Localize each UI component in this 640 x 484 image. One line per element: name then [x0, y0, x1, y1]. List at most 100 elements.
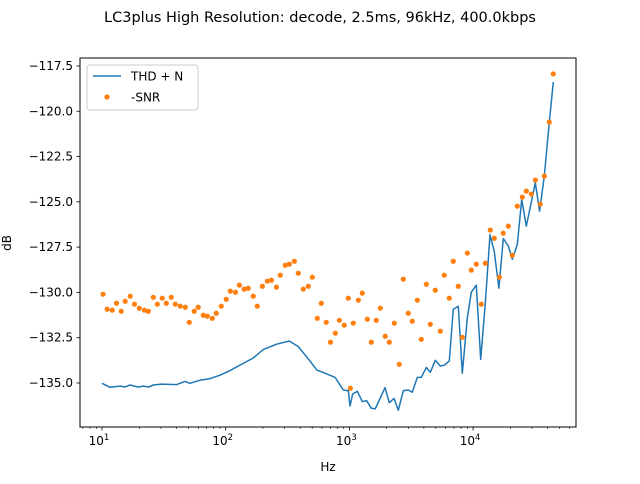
x-tick-label: 104: [460, 433, 481, 448]
data-point-snr: [432, 287, 438, 293]
data-point-snr: [309, 274, 315, 280]
data-point-snr: [341, 322, 347, 328]
data-point-snr: [318, 300, 324, 306]
data-point-snr: [537, 201, 543, 207]
data-point-snr: [400, 276, 406, 282]
data-point-snr: [218, 303, 224, 309]
data-point-snr: [305, 283, 311, 289]
data-point-snr: [213, 310, 219, 316]
data-point-snr: [468, 267, 474, 273]
data-point-snr: [405, 310, 411, 316]
y-tick-label: −127.5: [29, 240, 73, 254]
data-point-snr: [409, 318, 415, 324]
x-tick-exp: 3: [351, 433, 356, 443]
data-point-snr: [127, 293, 133, 299]
data-point-snr: [550, 71, 556, 77]
data-point-snr: [473, 261, 479, 267]
data-point-snr: [450, 258, 456, 264]
data-point-snr: [446, 295, 452, 301]
data-point-snr: [104, 306, 110, 312]
x-tick-exp: 4: [475, 433, 480, 443]
data-point-snr: [364, 316, 370, 322]
data-point-snr: [277, 272, 283, 278]
axes-frame: [79, 57, 577, 428]
data-point-snr: [323, 319, 329, 325]
data-point-snr: [396, 361, 402, 367]
data-point-snr: [386, 339, 392, 345]
data-point-snr: [336, 317, 342, 323]
data-point-snr: [159, 295, 165, 301]
data-point-snr: [514, 203, 520, 209]
data-point-snr: [286, 261, 292, 267]
data-point-snr: [100, 291, 106, 297]
x-tick-base: 10: [212, 434, 227, 448]
chart-title: LC3plus High Resolution: decode, 2.5ms, …: [104, 10, 536, 26]
y-tick-label: −132.5: [29, 331, 73, 345]
data-point-snr: [505, 223, 511, 229]
data-point-snr: [254, 303, 260, 309]
x-tick-base: 10: [89, 434, 104, 448]
data-point-snr: [459, 334, 465, 340]
legend-label-thd-n: THD + N: [130, 70, 183, 84]
data-point-snr: [528, 191, 534, 197]
data-point-snr: [414, 297, 420, 303]
data-point-snr: [300, 286, 306, 292]
data-point-snr: [273, 284, 280, 290]
data-point-snr: [546, 119, 552, 125]
data-point-snr: [491, 235, 497, 241]
data-point-snr: [241, 286, 247, 292]
y-tick-label: −117.5: [29, 59, 73, 73]
data-point-snr: [437, 328, 443, 334]
data-point-snr: [347, 385, 353, 391]
y-axis: −117.5 −120.0 −122.5 −125.0 −127.5 −130.0 −132…: [29, 59, 80, 390]
data-point-snr: [223, 296, 229, 302]
x-axis-label: Hz: [320, 460, 335, 474]
x-axis: 101 102 103 104: [82, 427, 570, 448]
data-point-snr: [141, 307, 147, 313]
x-tick-exp: 1: [104, 433, 109, 443]
data-point-snr: [455, 283, 461, 289]
y-tick-label: −135.0: [29, 376, 73, 390]
data-point-snr: [264, 278, 270, 284]
data-point-snr: [500, 230, 506, 236]
data-point-snr: [282, 262, 288, 268]
plot-area: [79, 57, 577, 428]
data-point-snr: [295, 270, 301, 276]
series-line-thd-n: [101, 82, 555, 412]
data-point-snr: [464, 250, 470, 256]
data-point-snr: [113, 300, 120, 306]
data-point-snr: [131, 301, 138, 307]
data-point-snr: [478, 301, 484, 307]
data-point-snr: [373, 317, 379, 323]
data-point-snr: [423, 281, 429, 287]
legend-marker-snr: [104, 94, 110, 100]
legend: THD + N -SNR: [86, 64, 199, 111]
data-point-snr: [227, 288, 233, 294]
y-tick-label: −120.0: [29, 104, 73, 118]
data-point-snr: [204, 313, 210, 319]
data-point-snr: [191, 308, 197, 314]
y-tick-label: −125.0: [29, 195, 73, 209]
y-tick-label: −122.5: [29, 150, 73, 164]
data-point-snr: [250, 293, 256, 299]
x-tick-exp: 2: [228, 433, 233, 443]
data-point-snr: [519, 194, 525, 200]
data-point-snr: [345, 295, 351, 301]
data-point-snr: [136, 305, 142, 311]
data-point-snr: [259, 283, 265, 289]
x-tick-label: 101: [89, 433, 110, 448]
data-point-snr: [359, 290, 365, 296]
data-point-snr: [532, 177, 538, 183]
data-point-snr: [368, 339, 374, 345]
y-axis-label: dB: [0, 235, 14, 251]
data-point-snr: [391, 320, 397, 326]
data-point-snr: [168, 294, 174, 300]
data-point-snr: [109, 307, 115, 313]
data-point-snr: [163, 300, 169, 306]
data-point-snr: [150, 294, 156, 300]
data-point-snr: [268, 277, 274, 283]
data-point-snr: [209, 315, 215, 321]
data-point-snr: [382, 333, 388, 339]
data-point-snr: [509, 252, 515, 258]
